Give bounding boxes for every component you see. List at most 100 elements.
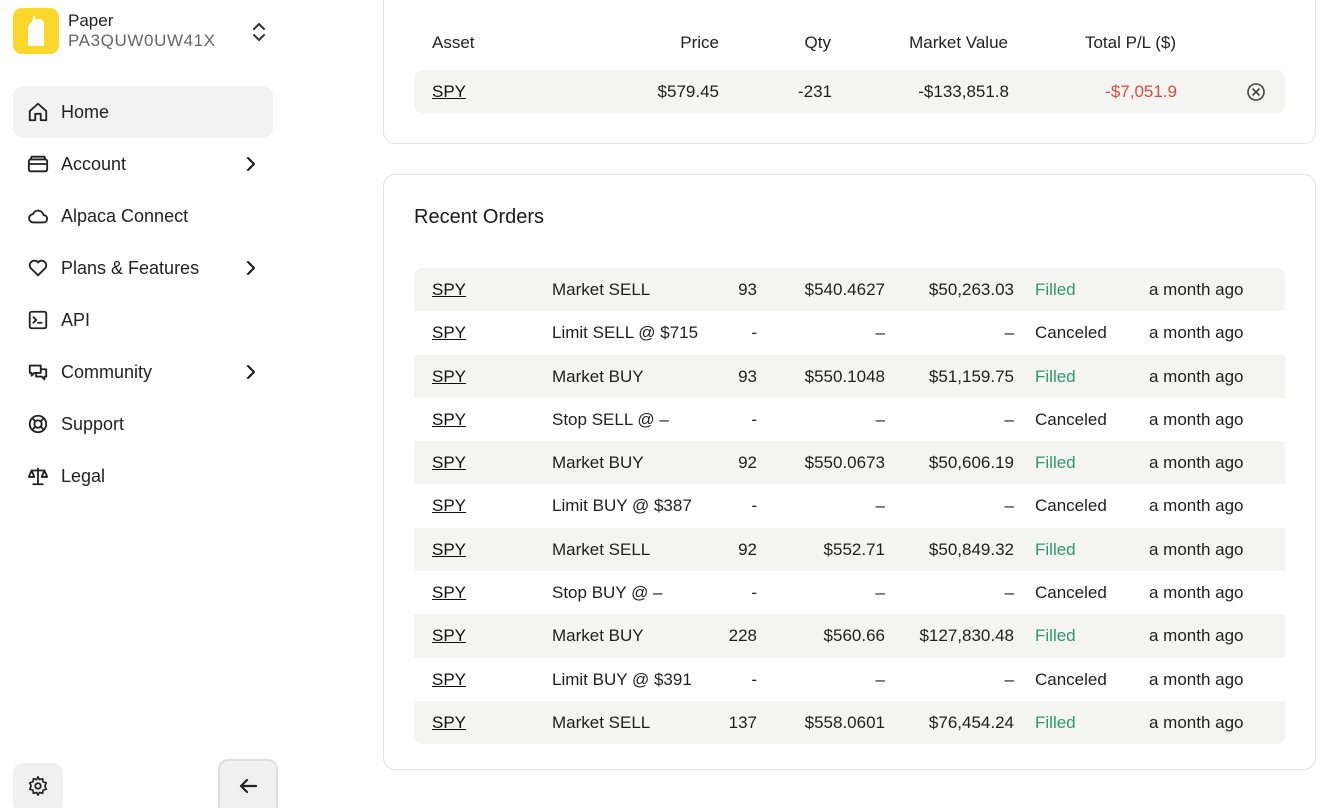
asset-link[interactable]: SPY — [432, 626, 467, 646]
order-price: – — [875, 323, 885, 343]
order-type: Limit SELL @ $715 — [552, 323, 699, 343]
position-qty: -231 — [797, 82, 832, 101]
sidebar-nav: Home Account Alpaca Connect Plans & Feat… — [13, 86, 273, 502]
order-value: – — [1004, 583, 1014, 603]
position-price: $579.45 — [657, 82, 719, 101]
switch-account-icon[interactable] — [249, 20, 269, 44]
asset-link[interactable]: SPY — [432, 539, 467, 559]
order-row: SPY Market BUY 228 $560.66 $127,830.48 Filled… — [414, 614, 1285, 658]
sidebar-item-home[interactable]: Home — [13, 86, 273, 138]
order-status: Filled — [1035, 366, 1076, 386]
account-switcher[interactable]: Paper PA3QUW0UW41X — [13, 8, 275, 54]
order-row: SPY Market SELL 137 $558.0601 $76,454.24 Fill… — [414, 700, 1285, 745]
sidebar-item-account[interactable]: Account — [13, 138, 273, 190]
order-price: – — [875, 583, 885, 603]
order-price: – — [875, 409, 885, 429]
order-qty: - — [751, 669, 757, 689]
sidebar-item-community[interactable]: Community — [13, 346, 273, 398]
order-price: – — [875, 669, 885, 689]
orders-table: SPY Market SELL 93 $540.4627 $50,263.03 Fille… — [414, 268, 1285, 745]
asset-link[interactable]: SPY — [432, 366, 467, 386]
sidebar-item-label: Support — [61, 413, 125, 434]
order-qty: 92 — [738, 453, 757, 473]
asset-link[interactable]: SPY — [432, 280, 467, 299]
order-value: $127,830.48 — [919, 626, 1014, 646]
order-status: Canceled — [1035, 669, 1107, 689]
alpaca-logo-icon — [13, 8, 59, 54]
order-value: – — [1004, 669, 1014, 689]
order-time: a month ago — [1149, 453, 1244, 473]
asset-link[interactable]: SPY — [432, 82, 467, 101]
order-type: Limit BUY @ $391 — [552, 669, 692, 689]
asset-link[interactable]: SPY — [432, 453, 467, 473]
sidebar-item-plans-features[interactable]: Plans & Features — [13, 242, 273, 294]
asset-link[interactable]: SPY — [432, 409, 467, 429]
col-asset: Asset — [432, 33, 475, 52]
wallet-icon — [26, 152, 50, 176]
settings-button[interactable] — [13, 763, 63, 808]
collapse-sidebar-button[interactable] — [218, 759, 278, 808]
order-status: Canceled — [1035, 323, 1107, 343]
position-row: SPY $579.45 -231 -$133,851.8 -$7,051.9 — [414, 70, 1285, 113]
positions-card: Asset Price Qty Market Value Total P/L (… — [383, 0, 1316, 144]
order-row: SPY Market BUY 93 $550.1048 $51,159.75 Filled… — [414, 354, 1285, 398]
asset-link[interactable]: SPY — [432, 583, 467, 603]
order-type: Market SELL — [552, 280, 651, 299]
chat-icon — [26, 360, 50, 384]
order-type: Market BUY — [552, 626, 644, 646]
order-time: a month ago — [1149, 583, 1244, 603]
lifebuoy-icon — [26, 412, 50, 436]
order-row: SPY Limit BUY @ $387 - – – Canceled a month ag… — [414, 484, 1285, 527]
close-position-icon[interactable] — [1246, 82, 1266, 107]
order-price: $540.4627 — [804, 280, 885, 299]
order-qty: 137 — [728, 712, 757, 732]
order-qty: 228 — [728, 626, 757, 646]
order-time: a month ago — [1149, 712, 1244, 732]
order-price: $558.0601 — [804, 712, 885, 732]
asset-link[interactable]: SPY — [432, 669, 467, 689]
order-status: Filled — [1035, 626, 1076, 646]
order-status: Filled — [1035, 280, 1076, 299]
sidebar-item-label: Home — [61, 101, 110, 122]
asset-link[interactable]: SPY — [432, 712, 467, 732]
scales-icon — [26, 464, 50, 488]
account-name: Paper — [68, 11, 114, 30]
sidebar-item-support[interactable]: Support — [13, 398, 273, 450]
order-status: Filled — [1035, 453, 1076, 473]
order-status: Canceled — [1035, 496, 1107, 516]
col-qty: Qty — [804, 33, 831, 52]
order-row: SPY Stop SELL @ – - – – Canceled a month ago — [414, 398, 1285, 441]
order-type: Market SELL — [552, 539, 651, 559]
order-status: Canceled — [1035, 409, 1107, 429]
col-market-value: Market Value — [909, 33, 1008, 52]
sidebar-item-label: Account — [61, 153, 127, 174]
sidebar-item-legal[interactable]: Legal — [13, 450, 273, 502]
sidebar-item-label: Legal — [61, 465, 106, 486]
order-type: Stop BUY @ – — [552, 583, 663, 603]
arrow-left-icon — [236, 774, 260, 803]
order-qty: - — [751, 583, 757, 603]
sidebar-item-alpaca-connect[interactable]: Alpaca Connect — [13, 190, 273, 242]
position-total-pl: -$7,051.9 — [1105, 82, 1177, 101]
asset-link[interactable]: SPY — [432, 323, 467, 343]
order-qty: 93 — [738, 280, 757, 299]
order-value: – — [1004, 496, 1014, 516]
order-type: Market BUY — [552, 453, 644, 473]
order-type: Market SELL — [552, 712, 651, 732]
order-qty: 93 — [738, 366, 757, 386]
order-time: a month ago — [1149, 626, 1244, 646]
order-status: Filled — [1035, 539, 1076, 559]
order-value: $50,263.03 — [928, 280, 1014, 299]
sidebar-item-api[interactable]: API — [13, 294, 273, 346]
order-value: $50,606.19 — [928, 453, 1014, 473]
order-value: $51,159.75 — [928, 366, 1014, 386]
order-value: $76,454.24 — [928, 712, 1014, 732]
order-price: – — [875, 496, 885, 516]
home-icon — [26, 100, 50, 124]
positions-header: Asset Price Qty Market Value Total P/L (… — [384, 33, 1315, 57]
sidebar: Paper PA3QUW0UW41X Home Account Alpac — [0, 0, 290, 808]
chevron-right-icon — [241, 154, 261, 174]
asset-link[interactable]: SPY — [432, 496, 467, 516]
heart-icon — [26, 256, 50, 280]
order-price: $550.1048 — [804, 366, 885, 386]
